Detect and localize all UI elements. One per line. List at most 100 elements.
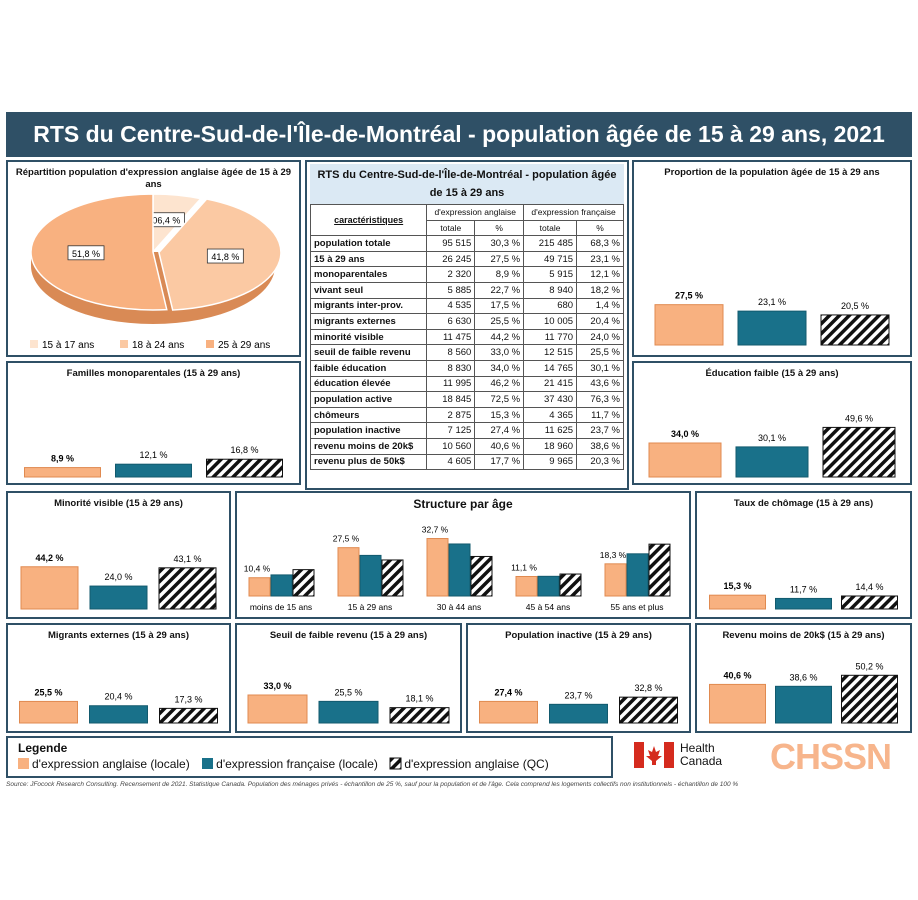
table-cell: 4 605 <box>426 453 476 471</box>
table-cell: 11 995 <box>426 375 476 393</box>
row-label: chômeurs <box>309 406 428 424</box>
legend-label: d'expression anglaise (QC) <box>404 756 549 771</box>
bar <box>626 553 649 597</box>
pie-label-text: 51,8 % <box>72 249 100 259</box>
bar <box>735 446 809 478</box>
legend-swatch <box>30 340 38 348</box>
bar <box>537 575 560 597</box>
bar <box>841 595 898 610</box>
table-cell: 76,3 % <box>576 391 624 408</box>
table-cell: 22,7 % <box>474 281 525 299</box>
data-label: 18,1 % <box>405 694 433 704</box>
bar <box>775 685 832 724</box>
table-cell: 5 915 <box>523 266 578 283</box>
bar <box>709 683 766 724</box>
table-cell: 14 765 <box>523 359 578 377</box>
row-label: seuil de faible revenu <box>309 344 428 361</box>
legend-label: d'expression française (locale) <box>216 756 378 771</box>
data-label: 17,3 % <box>174 694 202 704</box>
table-header: d'expression anglaise <box>426 204 525 221</box>
table-cell: 11 475 <box>426 328 476 346</box>
table-cell: 11,7 % <box>576 406 624 424</box>
table-header: d'expression française <box>523 204 624 221</box>
table-row: éducation élevée 11 995 46,2 % 21 415 43,6 % <box>309 375 624 393</box>
table-cell: 38,6 % <box>576 437 624 455</box>
table-cell: 26 245 <box>426 250 476 268</box>
table-cell: 5 885 <box>426 281 476 299</box>
pie-label-text: 41,8 % <box>211 252 239 262</box>
bar <box>841 674 898 724</box>
row-label: éducation élevée <box>309 375 428 393</box>
table-cell: 680 <box>523 297 578 315</box>
table-row: faible éducation 8 830 34,0 % 14 765 30,1 % <box>309 359 624 377</box>
table-row: migrants externes 6 630 25,5 % 10 005 20,4 % <box>309 313 624 330</box>
legend-label: 25 à 29 ans <box>218 340 270 351</box>
bar <box>549 703 608 724</box>
chart-title: Seuil de faible revenu (15 à 29 ans) <box>269 630 428 641</box>
chssn-logo: CHSSN <box>770 736 892 777</box>
seuil-chart: 33,0 % 25,5 % 18,1 % <box>247 681 450 724</box>
table-cell: 8,9 % <box>474 266 525 283</box>
table-cell: 4 535 <box>426 297 476 315</box>
structure-panel: Structure par âge 10,4 % moins de 15 ans 2… <box>235 491 691 619</box>
table-cell: 20,4 % <box>576 313 624 330</box>
table-cell: 215 485 <box>523 235 578 252</box>
data-label: 33,0 % <box>263 681 291 691</box>
legend-label: 15 à 17 ans <box>42 340 94 351</box>
pie-label: 41,8 % <box>206 248 244 264</box>
bar <box>737 310 807 346</box>
tick-label: 55 ans et plus <box>611 602 664 612</box>
table-cell: 15,3 % <box>474 406 525 424</box>
inactive-panel: Population inactive (15 à 29 ans) 27,4 %… <box>466 623 691 733</box>
bar <box>24 467 101 478</box>
data-label: 25,5 % <box>34 687 62 697</box>
table-header: totale <box>426 219 476 237</box>
education-panel: Éducation faible (15 à 29 ans) 34,0 % 30,… <box>632 361 912 485</box>
row-label: migrants externes <box>309 313 428 330</box>
bar <box>318 700 379 724</box>
data-label: 16,8 % <box>230 445 258 455</box>
table-cell: 44,2 % <box>474 328 525 346</box>
bar <box>20 566 79 610</box>
data-label: 30,1 % <box>758 433 786 443</box>
bar <box>337 547 360 597</box>
table-cell: 27,4 % <box>474 422 525 439</box>
table-cell: 30,1 % <box>576 359 624 377</box>
bar <box>820 314 890 346</box>
data-label: 40,6 % <box>723 670 751 680</box>
data-label: 27,5 % <box>675 291 703 301</box>
data-label: 8,9 % <box>51 454 74 464</box>
table-header: totale <box>523 219 578 237</box>
proportion-chart: 27,5 % 23,1 % 20,5 % <box>654 291 890 346</box>
bar <box>559 573 582 597</box>
chomage-panel: Taux de chômage (15 à 29 ans) 15,3 % 11,7… <box>695 491 912 619</box>
table-cell: 4 365 <box>523 406 578 424</box>
bar <box>89 705 148 724</box>
bar <box>604 563 627 597</box>
table-row: chômeurs 2 875 15,3 % 4 365 11,7 % <box>309 406 624 424</box>
bar <box>115 463 192 478</box>
data-label: 32,8 % <box>634 683 662 693</box>
tick-label: 45 à 54 ans <box>526 602 570 612</box>
data-label: 20,5 % <box>841 301 869 311</box>
table-cell: 18,2 % <box>576 281 624 299</box>
bar <box>359 554 382 597</box>
bar <box>247 694 308 724</box>
row-label: 15 à 29 ans <box>309 250 428 268</box>
data-label: 27,4 % <box>494 687 522 697</box>
pie-label: 51,8 % <box>67 245 105 261</box>
table-cell: 23,1 % <box>576 250 624 268</box>
table-cell: 10 005 <box>523 313 578 330</box>
bar <box>775 597 832 610</box>
chomage-chart: 15,3 % 11,7 % 14,4 % <box>709 581 898 610</box>
logo-line: Canada <box>680 754 723 768</box>
pie-panel: Répartition population d'expression angl… <box>6 160 301 357</box>
chart-title: Proportion de la population âgée de 15 à… <box>664 167 880 178</box>
data-label: 50,2 % <box>855 661 883 671</box>
row-label: revenu plus de 50k$ <box>309 453 428 471</box>
data-label: 49,6 % <box>845 413 873 423</box>
legend-item: d'expression anglaise (locale) <box>18 757 190 771</box>
row-label: population inactive <box>309 422 428 439</box>
proportion-panel: Proportion de la population âgée de 15 à… <box>632 160 912 357</box>
table-cell: 25,5 % <box>576 344 624 361</box>
